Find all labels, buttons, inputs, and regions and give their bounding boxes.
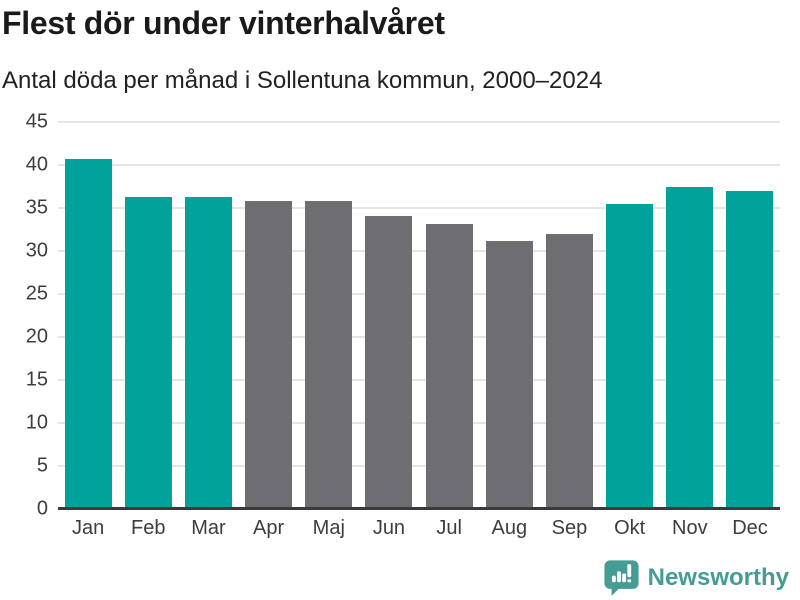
- bar-slot-mar: [178, 122, 238, 509]
- x-tick-label-sep: Sep: [551, 517, 588, 539]
- bar-feb: [124, 196, 172, 509]
- bar-slot-jan: [58, 122, 118, 509]
- y-tick-label-35: 35: [25, 196, 48, 219]
- bar-sep: [545, 233, 593, 509]
- bar-slot-jun: [359, 122, 419, 509]
- bar-aug: [485, 240, 533, 509]
- bar-jan: [64, 158, 112, 509]
- brand-name: Newsworthy: [647, 563, 789, 591]
- bar-slot-apr: [239, 122, 299, 509]
- bar-slot-jul: [419, 122, 479, 509]
- bar-slot-okt: [600, 122, 660, 509]
- bar-slot-nov: [660, 122, 720, 509]
- bar-maj: [305, 201, 353, 509]
- y-tick-label-5: 5: [36, 454, 48, 477]
- bar-slot-sep: [539, 122, 599, 509]
- x-tick-label-okt: Okt: [614, 517, 646, 539]
- gridline-10: [58, 422, 780, 424]
- y-tick-label-40: 40: [25, 153, 48, 176]
- y-tick-label-45: 45: [25, 110, 48, 133]
- gridline-30: [58, 250, 780, 252]
- x-tick-label-nov: Nov: [672, 517, 708, 539]
- gridline-45: [58, 121, 780, 123]
- brand-footer: Newsworthy: [603, 559, 789, 596]
- gridline-5: [58, 465, 780, 467]
- y-tick-label-10: 10: [25, 411, 48, 434]
- bar-slot-maj: [299, 122, 359, 509]
- x-tick-label-feb: Feb: [131, 517, 166, 539]
- y-tick-label-15: 15: [25, 368, 48, 391]
- bar-jul: [425, 224, 473, 509]
- y-tick-label-25: 25: [25, 282, 48, 305]
- x-tick-label-aug: Aug: [491, 517, 528, 539]
- x-axis-labels: Jan Feb Mar Apr Maj Jun Jul Aug Sep Okt Nov Dec: [58, 517, 780, 540]
- x-tick-label-jun: Jun: [372, 517, 406, 539]
- x-tick-label-apr: Apr: [253, 517, 285, 539]
- chart-subtitle: Antal döda per månad i Sollentuna kommun…: [2, 67, 603, 94]
- y-tick-label-20: 20: [25, 325, 48, 348]
- y-tick-label-0: 0: [36, 497, 48, 520]
- gridline-20: [58, 336, 780, 338]
- gridline-25: [58, 293, 780, 295]
- y-tick-label-30: 30: [25, 239, 48, 262]
- bar-mar: [184, 196, 232, 509]
- gridline-15: [58, 379, 780, 381]
- x-tick-label-jan: Jan: [71, 517, 105, 539]
- bar-slot-feb: [118, 122, 178, 509]
- bar-slot-dec: [720, 122, 780, 509]
- bar-nov: [666, 187, 714, 509]
- bar-okt: [606, 203, 654, 509]
- x-tick-label-jul: Jul: [436, 517, 462, 539]
- newsworthy-logo-icon: [604, 560, 639, 596]
- x-tick-label-mar: Mar: [191, 517, 226, 539]
- x-tick-label-dec: Dec: [732, 517, 768, 539]
- bar-apr: [245, 201, 293, 509]
- chart-title: Flest dör under vinterhalvåret: [2, 5, 445, 41]
- x-axis-line: [58, 507, 780, 510]
- bar-slot-aug: [479, 122, 539, 509]
- gridline-35: [58, 207, 780, 209]
- bars-container: [58, 122, 780, 509]
- plot-area: [58, 121, 780, 510]
- bar-jun: [365, 215, 413, 509]
- bar-dec: [726, 190, 774, 509]
- gridline-40: [58, 164, 780, 166]
- x-tick-label-maj: Maj: [312, 517, 345, 539]
